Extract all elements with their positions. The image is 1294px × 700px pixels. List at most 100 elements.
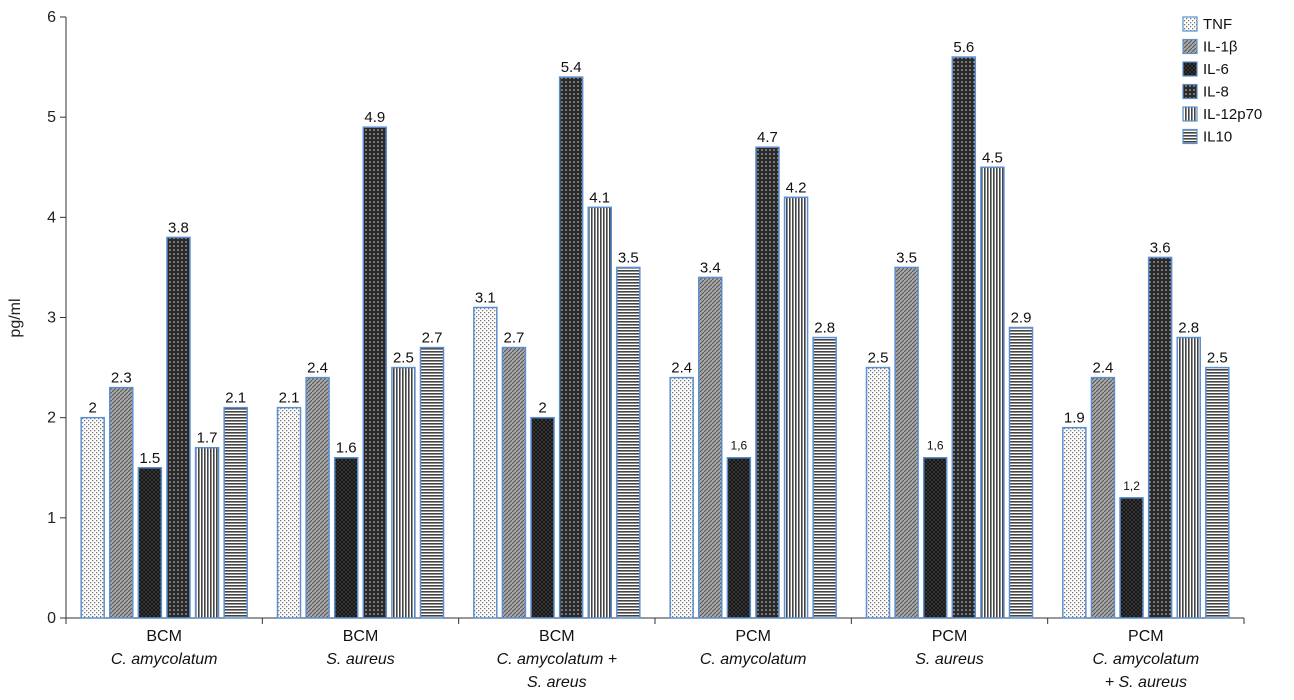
legend-label: IL-8 <box>1203 84 1229 101</box>
data-label: 2.9 <box>1011 310 1032 327</box>
legend-item: IL-12p70 <box>1182 106 1262 123</box>
legend-swatch <box>1182 38 1198 55</box>
bar-group: 2.4 3.4 1,6 4.7 4.2 2.8 <box>669 129 837 619</box>
bar <box>109 386 134 619</box>
y-axis-label: pg/ml <box>7 298 24 337</box>
bar <box>812 336 837 619</box>
x-category-sublabel: S. aureus <box>326 651 394 668</box>
x-category-label: PCM <box>1128 628 1164 645</box>
data-label: 1.7 <box>197 430 218 447</box>
data-label: 2.8 <box>814 320 835 337</box>
y-axis: 0 1 2 3 4 5 6 <box>47 9 67 627</box>
x-category-label: PCM <box>932 628 968 645</box>
data-label: 1.9 <box>1064 410 1085 427</box>
y-tick-label: 0 <box>47 610 56 627</box>
x-category-sublabel: C. amycolatum <box>1092 651 1199 668</box>
legend-swatch <box>1182 61 1198 77</box>
data-label: 2.3 <box>111 370 132 387</box>
bar <box>194 446 220 619</box>
y-tick-label: 4 <box>47 209 56 226</box>
data-label: 3.5 <box>896 249 917 266</box>
bar <box>1119 497 1144 619</box>
data-label: 4.7 <box>757 129 778 146</box>
x-axis: BCM C. amycolatum BCM S. aureus BCM C. amycol… <box>65 617 1245 691</box>
x-category-sublabel: C. amycolatum <box>111 651 218 668</box>
legend-label: IL10 <box>1203 129 1232 146</box>
x-category-label: BCM <box>146 628 182 645</box>
legend-swatch <box>1182 128 1198 145</box>
data-label: 2.1 <box>279 390 300 407</box>
bar <box>333 456 359 619</box>
bar <box>865 366 891 619</box>
data-label: 3.6 <box>1150 239 1171 256</box>
y-tick-label: 3 <box>47 310 56 327</box>
data-label: 1.6 <box>336 440 357 457</box>
data-label: 1,6 <box>927 439 944 453</box>
data-label: 4.1 <box>589 189 610 206</box>
bar-group: 2.1 2.4 1.6 4.9 2.5 2.7 <box>276 109 445 619</box>
data-label: 2.5 <box>868 350 889 367</box>
x-category-sublabel: C. amycolatum <box>700 651 807 668</box>
bar <box>473 306 498 619</box>
legend-swatch <box>1182 106 1198 122</box>
bar <box>530 416 555 619</box>
bar <box>616 266 641 619</box>
x-category-label: BCM <box>539 628 575 645</box>
bar <box>1147 256 1173 619</box>
data-label: 2.7 <box>422 330 443 347</box>
bar <box>1008 326 1034 619</box>
bar <box>1205 366 1230 619</box>
bar <box>1062 426 1087 619</box>
bar-group: 2 2.3 1.5 3.8 1.7 2.1 <box>80 219 248 619</box>
bar <box>558 76 584 619</box>
bar-group: 3.1 2.7 2 5.4 4.1 3.5 <box>473 59 641 619</box>
bar <box>362 126 388 619</box>
data-label: 3.1 <box>475 289 496 306</box>
legend-item: IL-1β <box>1182 38 1238 56</box>
data-label: 4.2 <box>786 179 807 196</box>
legend-item: TNF <box>1182 16 1232 33</box>
data-label: 3.5 <box>618 249 639 266</box>
bar-group: 1.9 2.4 1,2 3.6 2.8 2.5 <box>1062 239 1230 619</box>
data-label: 5.4 <box>561 59 582 76</box>
bar <box>755 146 780 619</box>
legend: TNF IL-1β IL-6 IL-8 IL-12p70 IL10 <box>1182 16 1262 146</box>
bar <box>894 266 919 619</box>
x-category-sublabel: + S. aureus <box>1105 674 1187 691</box>
bar <box>276 406 302 619</box>
legend-swatch <box>1182 83 1198 100</box>
data-label: 1,6 <box>731 439 748 453</box>
legend-item: IL10 <box>1182 128 1232 146</box>
data-label: 2.5 <box>1207 350 1228 367</box>
bar <box>922 456 948 619</box>
y-tick-label: 2 <box>47 410 56 427</box>
legend-label: IL-12p70 <box>1203 106 1262 123</box>
bar <box>951 56 977 619</box>
data-label: 2.8 <box>1178 320 1199 337</box>
bar <box>1176 336 1201 619</box>
bar <box>669 376 694 619</box>
data-label: 4.9 <box>364 109 385 126</box>
data-label: 2.4 <box>1093 360 1114 377</box>
legend-label: TNF <box>1203 16 1232 33</box>
bar-group: 2.5 3.5 1,6 5.6 4.5 2.9 <box>865 39 1034 619</box>
x-category-label: PCM <box>735 628 771 645</box>
bar <box>223 406 248 619</box>
bar <box>587 206 612 619</box>
bar <box>137 467 163 619</box>
data-label: 1,2 <box>1123 479 1140 493</box>
bar <box>305 376 330 619</box>
x-category-sublabel: S. areus <box>527 674 587 691</box>
x-category-label: BCM <box>343 628 379 645</box>
y-tick-label: 5 <box>47 109 56 126</box>
data-label: 2 <box>88 400 96 417</box>
bar <box>501 346 527 619</box>
data-label: 2.4 <box>671 360 692 377</box>
x-category-sublabel: S. aureus <box>915 651 983 668</box>
bar <box>1090 376 1116 619</box>
data-label: 4.5 <box>982 149 1003 166</box>
legend-label: IL-6 <box>1203 61 1229 78</box>
bar <box>698 276 723 619</box>
bar <box>726 456 752 619</box>
bar <box>783 196 809 619</box>
